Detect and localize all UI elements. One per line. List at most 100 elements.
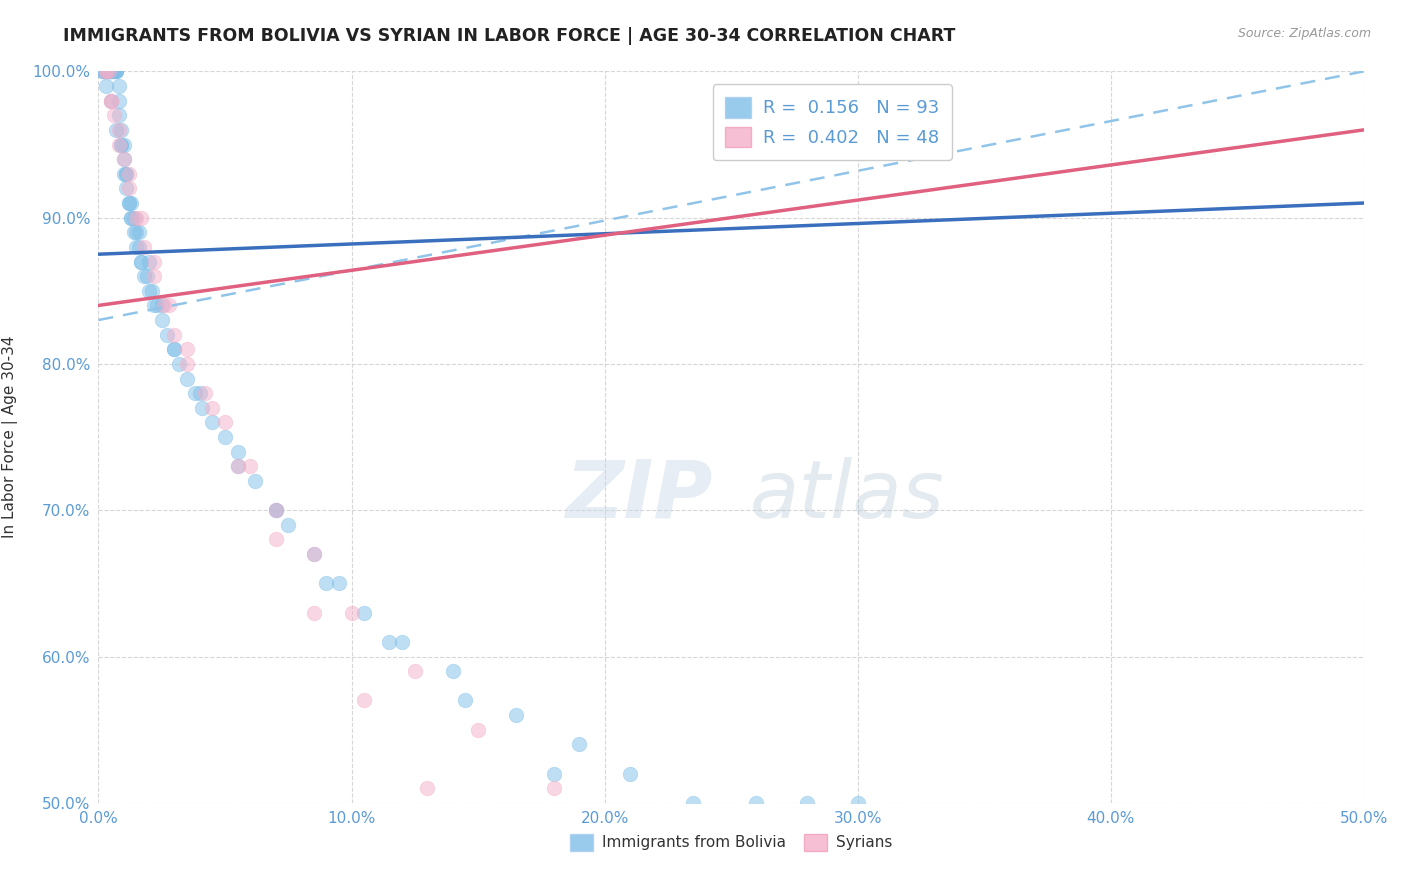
Point xyxy=(105,123,128,137)
Point xyxy=(157,298,180,312)
Point xyxy=(176,357,198,371)
Point xyxy=(239,459,262,474)
Point xyxy=(138,284,160,298)
Point xyxy=(120,211,142,225)
Point xyxy=(128,240,150,254)
Point xyxy=(100,94,122,108)
Point xyxy=(93,64,115,78)
Point xyxy=(97,64,120,78)
Point xyxy=(245,474,267,488)
Point xyxy=(191,401,214,415)
Point xyxy=(132,240,155,254)
Point xyxy=(100,64,122,78)
Point xyxy=(141,284,163,298)
Point xyxy=(93,64,115,78)
Point xyxy=(302,547,325,561)
Point xyxy=(720,883,742,892)
Point xyxy=(745,796,768,810)
Point xyxy=(105,64,128,78)
Point xyxy=(328,576,350,591)
Point xyxy=(94,64,117,78)
Point xyxy=(145,298,167,312)
Point xyxy=(302,547,325,561)
Point xyxy=(128,225,150,239)
Text: atlas: atlas xyxy=(751,457,945,534)
Point xyxy=(150,313,173,327)
Point xyxy=(264,533,287,547)
Point xyxy=(467,723,489,737)
Text: ZIP: ZIP xyxy=(565,457,711,534)
Point xyxy=(682,796,704,810)
Point xyxy=(125,225,148,239)
Point xyxy=(201,416,224,430)
Point xyxy=(100,64,122,78)
Point xyxy=(143,254,166,268)
Point xyxy=(100,64,122,78)
Point xyxy=(105,64,128,78)
Point xyxy=(112,152,135,166)
Point xyxy=(103,64,125,78)
Point xyxy=(107,123,129,137)
Point xyxy=(264,503,287,517)
Point xyxy=(115,167,138,181)
Point xyxy=(120,196,142,211)
Point xyxy=(94,64,117,78)
Point xyxy=(94,64,117,78)
Point xyxy=(492,855,515,869)
Point xyxy=(138,254,160,268)
Point xyxy=(796,796,818,810)
Point xyxy=(315,576,337,591)
Point xyxy=(97,64,120,78)
Point xyxy=(169,357,191,371)
Point xyxy=(143,269,166,284)
Point xyxy=(122,211,145,225)
Point xyxy=(118,167,141,181)
Point xyxy=(122,225,145,239)
Point xyxy=(922,810,945,824)
Point xyxy=(163,343,186,357)
Point xyxy=(131,211,153,225)
Point xyxy=(441,664,464,678)
Point xyxy=(568,737,591,751)
Point xyxy=(110,137,132,152)
Point xyxy=(188,386,211,401)
Point xyxy=(416,781,439,796)
Point xyxy=(143,298,166,312)
Y-axis label: In Labor Force | Age 30-34: In Labor Force | Age 30-34 xyxy=(3,335,18,539)
Point xyxy=(107,78,129,93)
Point xyxy=(302,606,325,620)
Point xyxy=(340,606,363,620)
Point xyxy=(110,123,132,137)
Point xyxy=(115,167,138,181)
Point xyxy=(264,503,287,517)
Point xyxy=(132,269,155,284)
Point xyxy=(619,766,641,780)
Text: IMMIGRANTS FROM BOLIVIA VS SYRIAN IN LABOR FORCE | AGE 30-34 CORRELATION CHART: IMMIGRANTS FROM BOLIVIA VS SYRIAN IN LAB… xyxy=(63,27,956,45)
Point xyxy=(543,766,565,780)
Point xyxy=(404,664,426,678)
Point xyxy=(163,327,186,342)
Point xyxy=(644,825,666,839)
Point xyxy=(153,298,176,312)
Point xyxy=(353,693,375,707)
Point xyxy=(176,371,198,385)
Point xyxy=(353,606,375,620)
Point xyxy=(176,343,198,357)
Point xyxy=(150,298,173,312)
Text: Source: ZipAtlas.com: Source: ZipAtlas.com xyxy=(1237,27,1371,40)
Point xyxy=(163,343,186,357)
Point xyxy=(998,825,1021,839)
Point xyxy=(93,64,115,78)
Point xyxy=(105,64,128,78)
Point xyxy=(107,108,129,122)
Point xyxy=(97,64,120,78)
Point xyxy=(120,211,142,225)
Point xyxy=(194,386,217,401)
Point xyxy=(391,635,413,649)
Point xyxy=(107,94,129,108)
Point xyxy=(115,181,138,195)
Point xyxy=(226,444,249,458)
Point xyxy=(100,64,122,78)
Point xyxy=(100,64,122,78)
Point xyxy=(201,401,224,415)
